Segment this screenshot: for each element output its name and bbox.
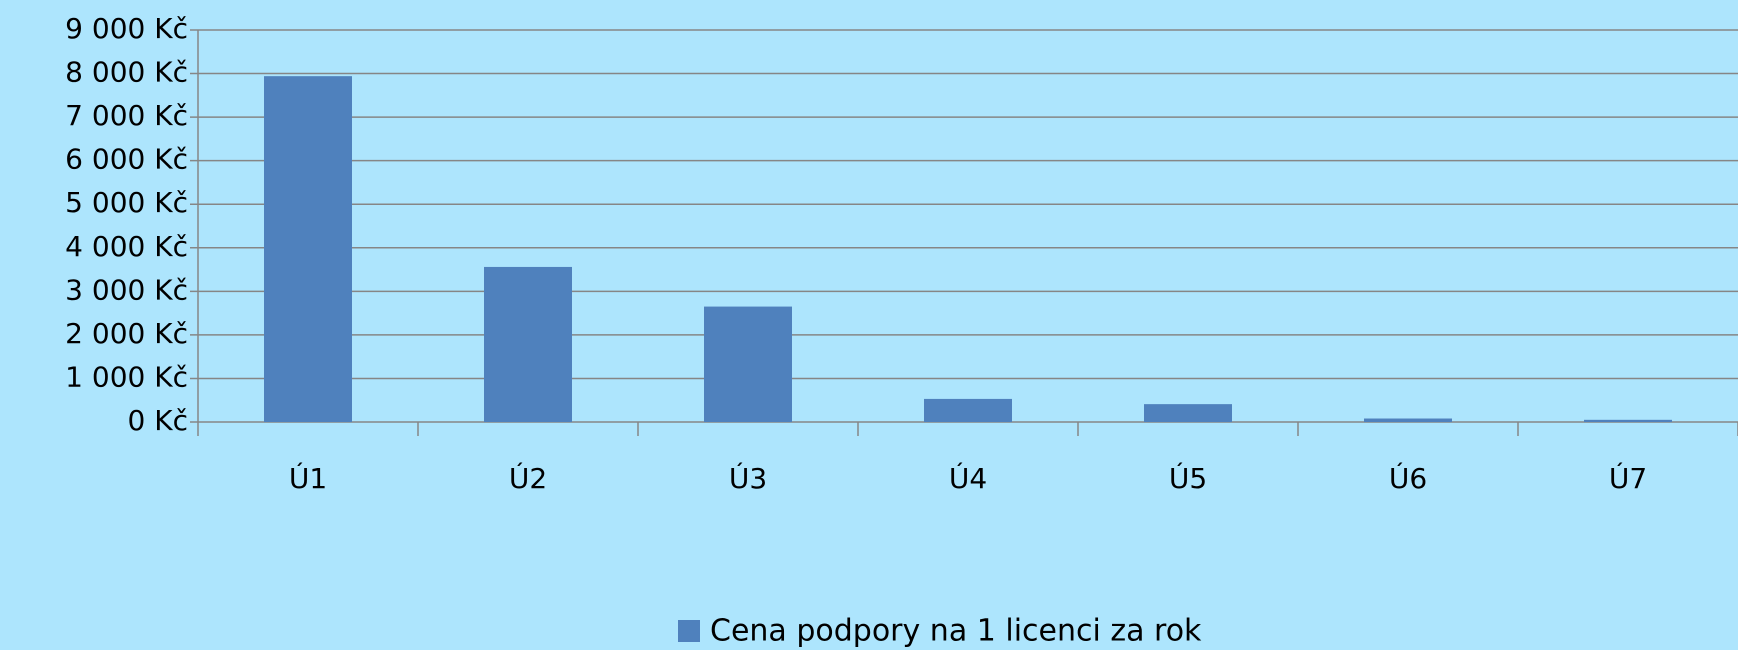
x-tick-label: Ú5 — [1169, 461, 1207, 495]
bar — [924, 398, 1012, 422]
x-tick-label: Ú1 — [289, 461, 327, 495]
y-tick-label: 0 Kč — [128, 404, 188, 437]
y-tick-label: 2 000 Kč — [65, 317, 188, 350]
x-tick-label: Ú6 — [1389, 461, 1427, 495]
bar — [484, 266, 572, 422]
y-tick-label: 5 000 Kč — [65, 186, 188, 219]
bar — [1584, 419, 1672, 422]
x-tick-label: Ú3 — [729, 461, 767, 495]
bar — [704, 306, 792, 422]
y-tick-label: 1 000 Kč — [65, 360, 188, 393]
bar — [1364, 418, 1452, 422]
y-tick-label: 9 000 Kč — [65, 12, 188, 45]
x-tick-label: Ú4 — [949, 461, 987, 495]
y-tick-label: 8 000 Kč — [65, 56, 188, 89]
bar — [1144, 404, 1232, 422]
y-tick-label: 7 000 Kč — [65, 99, 188, 132]
x-tick-label: Ú7 — [1609, 461, 1647, 495]
bar — [264, 76, 352, 423]
y-tick-label: 6 000 Kč — [65, 143, 188, 176]
y-tick-label: 4 000 Kč — [65, 230, 188, 263]
legend-label: Cena podpory na 1 licenci za rok — [710, 614, 1202, 649]
legend-swatch — [678, 620, 700, 642]
y-tick-label: 3 000 Kč — [65, 273, 188, 306]
x-tick-label: Ú2 — [509, 461, 547, 495]
